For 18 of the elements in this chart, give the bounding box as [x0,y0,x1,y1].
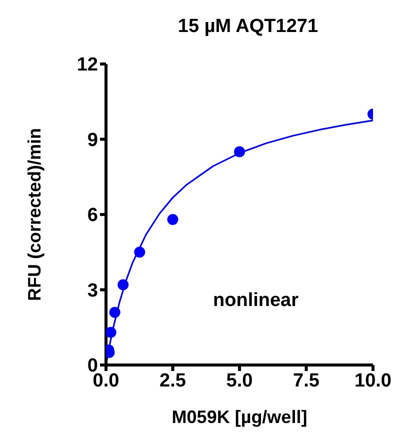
x-tick-label: 10.0 [354,370,392,392]
y-tick-label: 6 [87,205,98,226]
x-tick-label: 2.5 [160,370,186,392]
x-tick-label: 5.0 [226,370,253,392]
point [109,306,120,318]
point [234,146,245,158]
point [167,214,178,226]
y-tick-label: 9 [87,130,98,151]
point [134,246,146,258]
chart-title: 15 µM AQT1271 [176,16,320,38]
y-tick-label: 12 [76,54,98,76]
point [106,326,116,338]
annotation: nonlinear [213,290,299,312]
y-tick-label: 3 [87,280,98,302]
y-axis-title: RFU (corrected)/min [24,128,44,302]
point [118,279,129,290]
x-axis-title: M059K [µg/well] [172,407,308,427]
x-tick-label: 7.5 [293,370,320,392]
